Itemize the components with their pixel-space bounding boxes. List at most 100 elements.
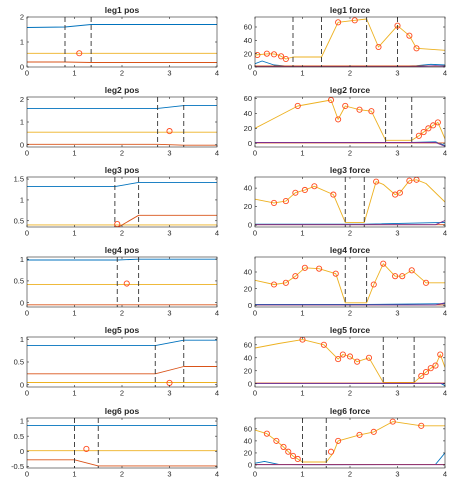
- data-point-marker: [83, 445, 90, 452]
- y-tick-label: 0: [20, 63, 24, 72]
- data-point-marker: [406, 32, 413, 39]
- series-line-blue: [27, 258, 217, 261]
- data-point-marker: [368, 108, 375, 115]
- data-point-marker: [422, 279, 430, 286]
- data-point-marker: [311, 183, 318, 190]
- y-tick-label: 40: [244, 36, 252, 45]
- data-point-marker: [356, 431, 363, 438]
- axes-box: [26, 176, 218, 228]
- y-tick-label: 0: [248, 63, 252, 72]
- chart-title: leg4 force: [330, 245, 370, 255]
- axes-box: [26, 256, 218, 308]
- x-tick-label: 1: [300, 149, 304, 158]
- data-point-marker: [422, 369, 430, 376]
- x-tick-label: 2: [120, 389, 124, 398]
- y-tick-label: 40: [244, 436, 252, 445]
- y-tick-label: 0.5: [14, 277, 24, 286]
- series-line-purple: [255, 142, 445, 147]
- x-tick-label: 1: [72, 69, 76, 78]
- plot-area: [255, 337, 445, 387]
- plot-area: [27, 17, 217, 67]
- data-point-marker: [342, 102, 349, 110]
- data-point-marker: [375, 43, 382, 51]
- data-point-marker: [406, 177, 413, 184]
- x-tick-label: 1: [300, 470, 304, 479]
- chart-title: leg6 force: [330, 406, 370, 416]
- axes-box: [254, 336, 446, 388]
- data-point-marker: [292, 273, 299, 280]
- y-tick-label: 20: [244, 124, 252, 133]
- series-line-orange: [117, 214, 217, 227]
- x-tick-label: 4: [443, 69, 447, 78]
- x-tick-label: 0: [25, 389, 29, 398]
- data-point-marker: [396, 189, 403, 196]
- data-point-marker: [330, 191, 337, 198]
- data-point-marker: [114, 221, 121, 227]
- data-point-marker: [418, 422, 425, 429]
- y-tick-label: 1: [20, 38, 24, 47]
- y-tick-label: 20: [244, 366, 252, 375]
- data-point-marker: [327, 448, 335, 455]
- x-tick-label: 4: [443, 149, 447, 158]
- data-point-marker: [270, 199, 278, 206]
- data-point-marker: [332, 270, 339, 277]
- data-point-marker: [370, 428, 377, 435]
- series-line-orange: [27, 459, 217, 467]
- x-tick-label: 2: [120, 69, 124, 78]
- y-tick-label: 20: [244, 202, 252, 211]
- x-tick-label: 1: [72, 149, 76, 158]
- y-tick-label: 0: [248, 379, 252, 388]
- x-tick-label: 4: [215, 229, 219, 238]
- y-tick-label: 0.5: [14, 216, 24, 225]
- series-line-blue: [255, 221, 445, 225]
- data-point-marker: [365, 354, 373, 361]
- y-tick-label: 40: [244, 184, 252, 193]
- chart-leg2-pos: leg2 pos 0 1 2 3 4 0 1 2: [20, 85, 219, 158]
- x-tick-label: 2: [348, 229, 352, 238]
- data-point-marker: [392, 273, 399, 280]
- x-tick-label: 0: [253, 229, 257, 238]
- chart-title: leg5 force: [330, 325, 370, 335]
- data-point-marker: [399, 273, 406, 280]
- data-point-marker: [427, 365, 434, 372]
- x-tick-label: 0: [253, 389, 257, 398]
- data-point-marker: [255, 51, 261, 59]
- x-tick-label: 4: [443, 389, 447, 398]
- chart-title: leg4 pos: [105, 245, 140, 255]
- data-point-marker: [294, 455, 301, 463]
- data-point-marker: [335, 437, 342, 444]
- data-point-marker: [413, 45, 420, 52]
- x-tick-label: 4: [215, 149, 219, 158]
- data-point-marker: [380, 260, 387, 267]
- x-tick-label: 1: [300, 309, 304, 318]
- data-point-marker: [356, 106, 363, 113]
- chart-title: leg1 force: [330, 5, 370, 15]
- x-tick-label: 3: [167, 309, 171, 318]
- series-line-blue: [27, 24, 217, 28]
- plot-area: [27, 337, 217, 387]
- y-tick-label: 0: [20, 380, 24, 389]
- axes-box: [26, 336, 218, 388]
- data-point-marker: [354, 358, 361, 365]
- series-line-blue: [255, 452, 445, 466]
- plot-area: [27, 97, 217, 147]
- series-line-blue: [27, 105, 217, 109]
- data-point-marker: [263, 430, 270, 437]
- plot-area: [255, 257, 445, 307]
- series-line-yellow: [255, 263, 445, 304]
- x-tick-label: 0: [253, 309, 257, 318]
- x-tick-label: 2: [348, 69, 352, 78]
- x-tick-label: 0: [25, 229, 29, 238]
- chart-title: leg3 pos: [105, 165, 140, 175]
- data-point-marker: [123, 280, 130, 287]
- plot-area: [27, 257, 217, 307]
- chart-title: leg3 force: [330, 165, 370, 175]
- y-tick-label: 20: [244, 49, 252, 58]
- series-line-yellow: [255, 421, 445, 463]
- plot-area: [255, 17, 445, 67]
- plot-area: [255, 177, 445, 227]
- data-point-marker: [285, 448, 292, 455]
